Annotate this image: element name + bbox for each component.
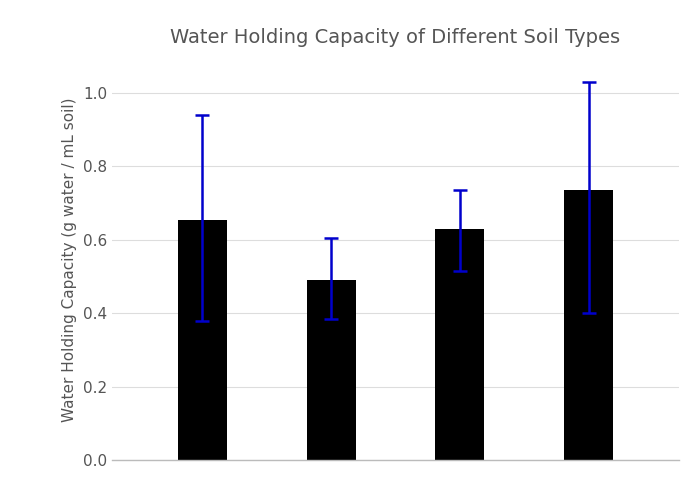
- Title: Water Holding Capacity of Different Soil Types: Water Holding Capacity of Different Soil…: [170, 28, 621, 48]
- Bar: [307, 280, 356, 460]
- Bar: [435, 229, 484, 460]
- Y-axis label: Water Holding Capacity (g water / mL soil): Water Holding Capacity (g water / mL soi…: [62, 98, 77, 422]
- Bar: [564, 190, 613, 460]
- Bar: [178, 220, 227, 460]
